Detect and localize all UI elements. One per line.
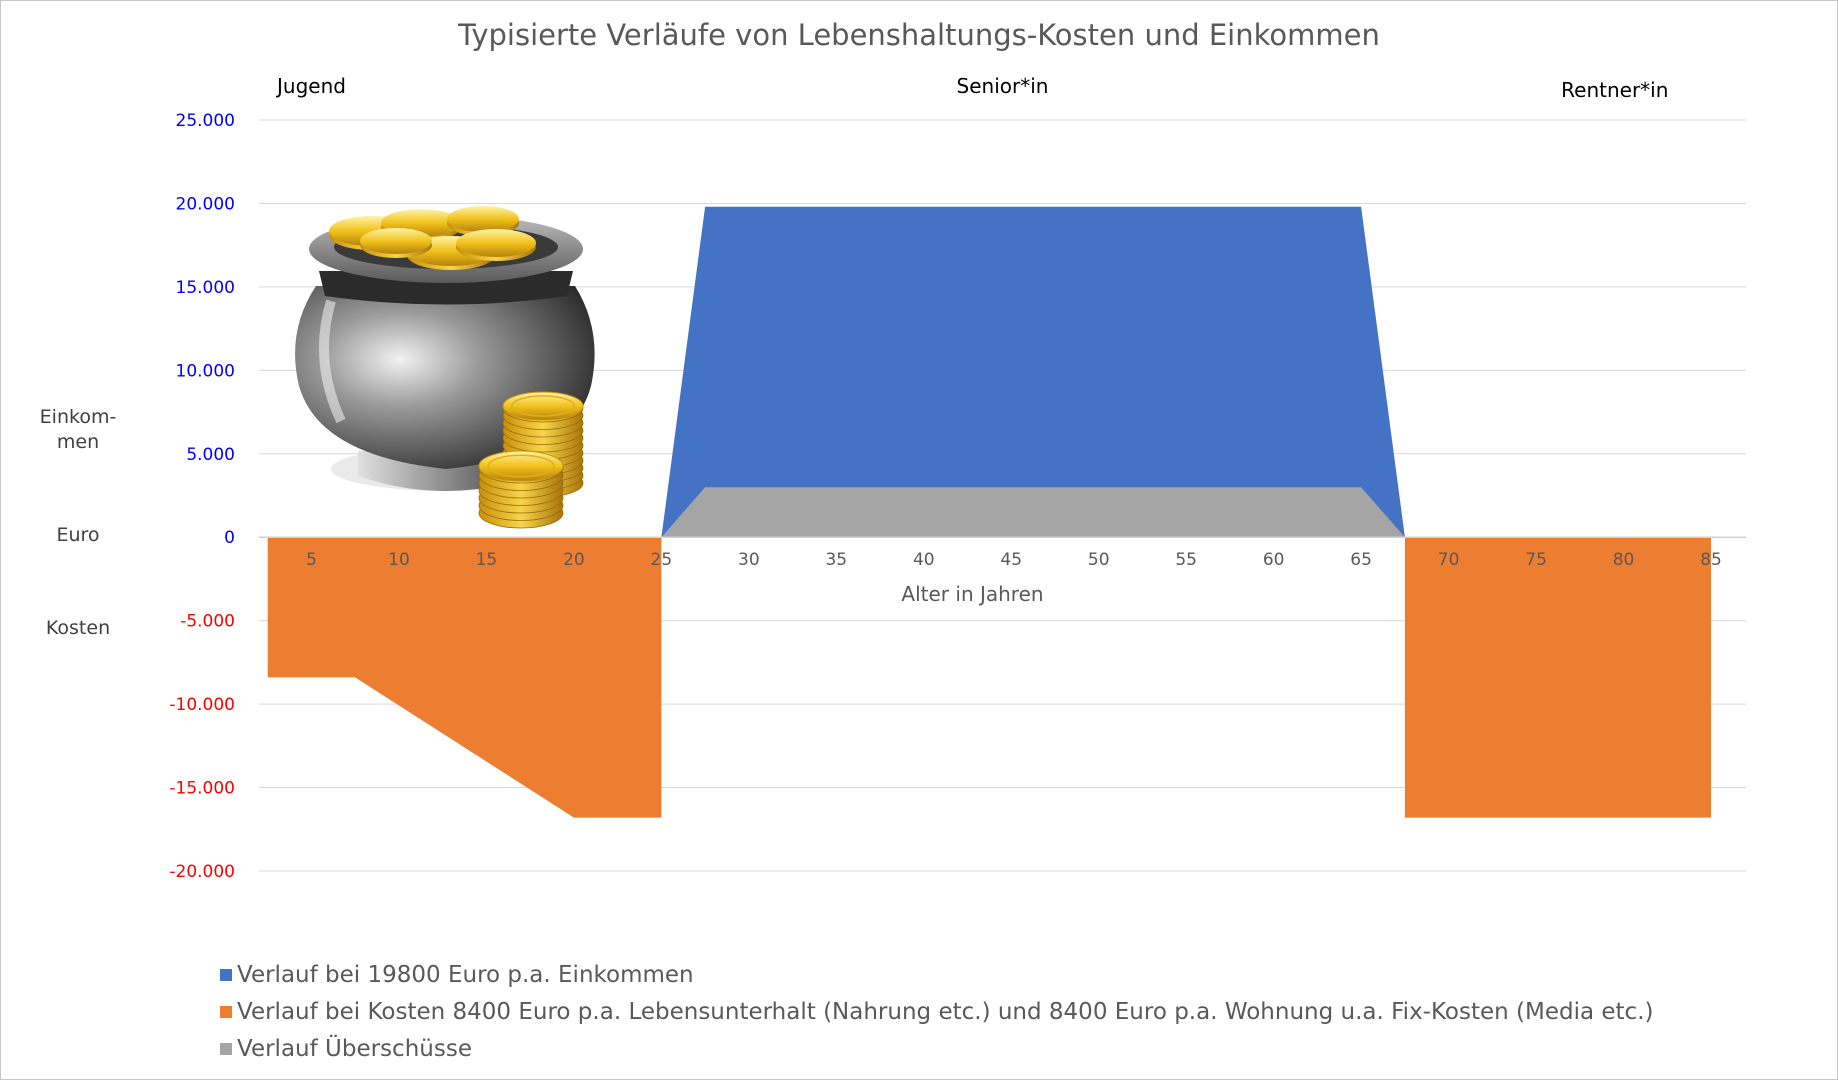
coins-in-pot — [329, 206, 536, 270]
legend-swatch-1 — [220, 969, 232, 981]
phase-labels: Jugend Senior*in Rentner*in — [275, 74, 1668, 102]
data-areas — [267, 206, 1711, 818]
x-tick-label: 15 — [476, 550, 498, 570]
y-label-euro: Euro — [56, 524, 99, 546]
x-tick-label: 10 — [388, 550, 410, 570]
y-tick-label: 15.000 — [176, 278, 235, 298]
pot-of-gold-illustration — [295, 206, 595, 529]
legend-entry-2: Verlauf bei Kosten 8400 Euro p.a. Lebens… — [237, 999, 1654, 1025]
y-tick-label: 20.000 — [176, 194, 235, 214]
area-ueberschuesse — [661, 487, 1405, 538]
legend-swatch-2 — [220, 1006, 232, 1018]
y-tick-label: -15.000 — [169, 779, 235, 799]
legend-entry-3: Verlauf Überschüsse — [237, 1034, 472, 1062]
y-tick-label: 5.000 — [186, 445, 235, 465]
y-tick-label: 10.000 — [176, 361, 235, 381]
area-kosten-1 — [267, 537, 662, 818]
x-axis-label: Alter in Jahren — [901, 582, 1043, 606]
legend: Verlauf bei 19800 Euro p.a. Einkommen Ver… — [220, 962, 1654, 1062]
chart-title: Typisierte Verläufe von Lebenshaltungs-K… — [457, 18, 1380, 52]
x-tick-label: 35 — [825, 550, 847, 570]
legend-entry-1: Verlauf bei 19800 Euro p.a. Einkommen — [237, 962, 694, 988]
x-tick-label: 55 — [1175, 550, 1197, 570]
y-tick-label: 25.000 — [176, 111, 235, 131]
legend-swatch-3 — [220, 1043, 232, 1055]
y-tick-label: -20.000 — [169, 862, 235, 882]
x-tick-label: 80 — [1613, 550, 1635, 570]
y-label-kosten: Kosten — [46, 617, 110, 639]
x-tick-label: 70 — [1438, 550, 1460, 570]
phase-label-2: Senior*in — [957, 74, 1049, 98]
x-tick-label: 45 — [1000, 550, 1022, 570]
phase-label-3: Rentner*in — [1561, 78, 1668, 102]
x-tick-label: 65 — [1350, 550, 1372, 570]
x-tick-label: 50 — [1088, 550, 1110, 570]
x-tick-label: 40 — [913, 550, 935, 570]
x-tick-label: 60 — [1263, 550, 1285, 570]
x-tick-label: 85 — [1700, 550, 1722, 570]
y-label-einkommen-1: Einkom- — [40, 406, 117, 428]
x-tick-label: 5 — [306, 550, 317, 570]
axes: 25.000 20.000 15.000 10.000 5.000 0 -5.000 -10.… — [169, 111, 1746, 882]
y-label-einkommen-2: men — [57, 431, 99, 453]
y-tick-label: -5.000 — [180, 612, 235, 632]
y-tick-label: 0 — [224, 528, 235, 548]
y-tick-label: -10.000 — [169, 695, 235, 715]
x-tick-label: 20 — [563, 550, 585, 570]
phase-label-1: Jugend — [275, 74, 346, 98]
area-kosten-2 — [1404, 537, 1711, 818]
area-einkommen — [661, 206, 1405, 538]
x-tick-label: 75 — [1525, 550, 1547, 570]
x-tick-label: 30 — [738, 550, 760, 570]
coin-stack-small — [478, 450, 564, 529]
x-tick-label: 25 — [651, 550, 673, 570]
